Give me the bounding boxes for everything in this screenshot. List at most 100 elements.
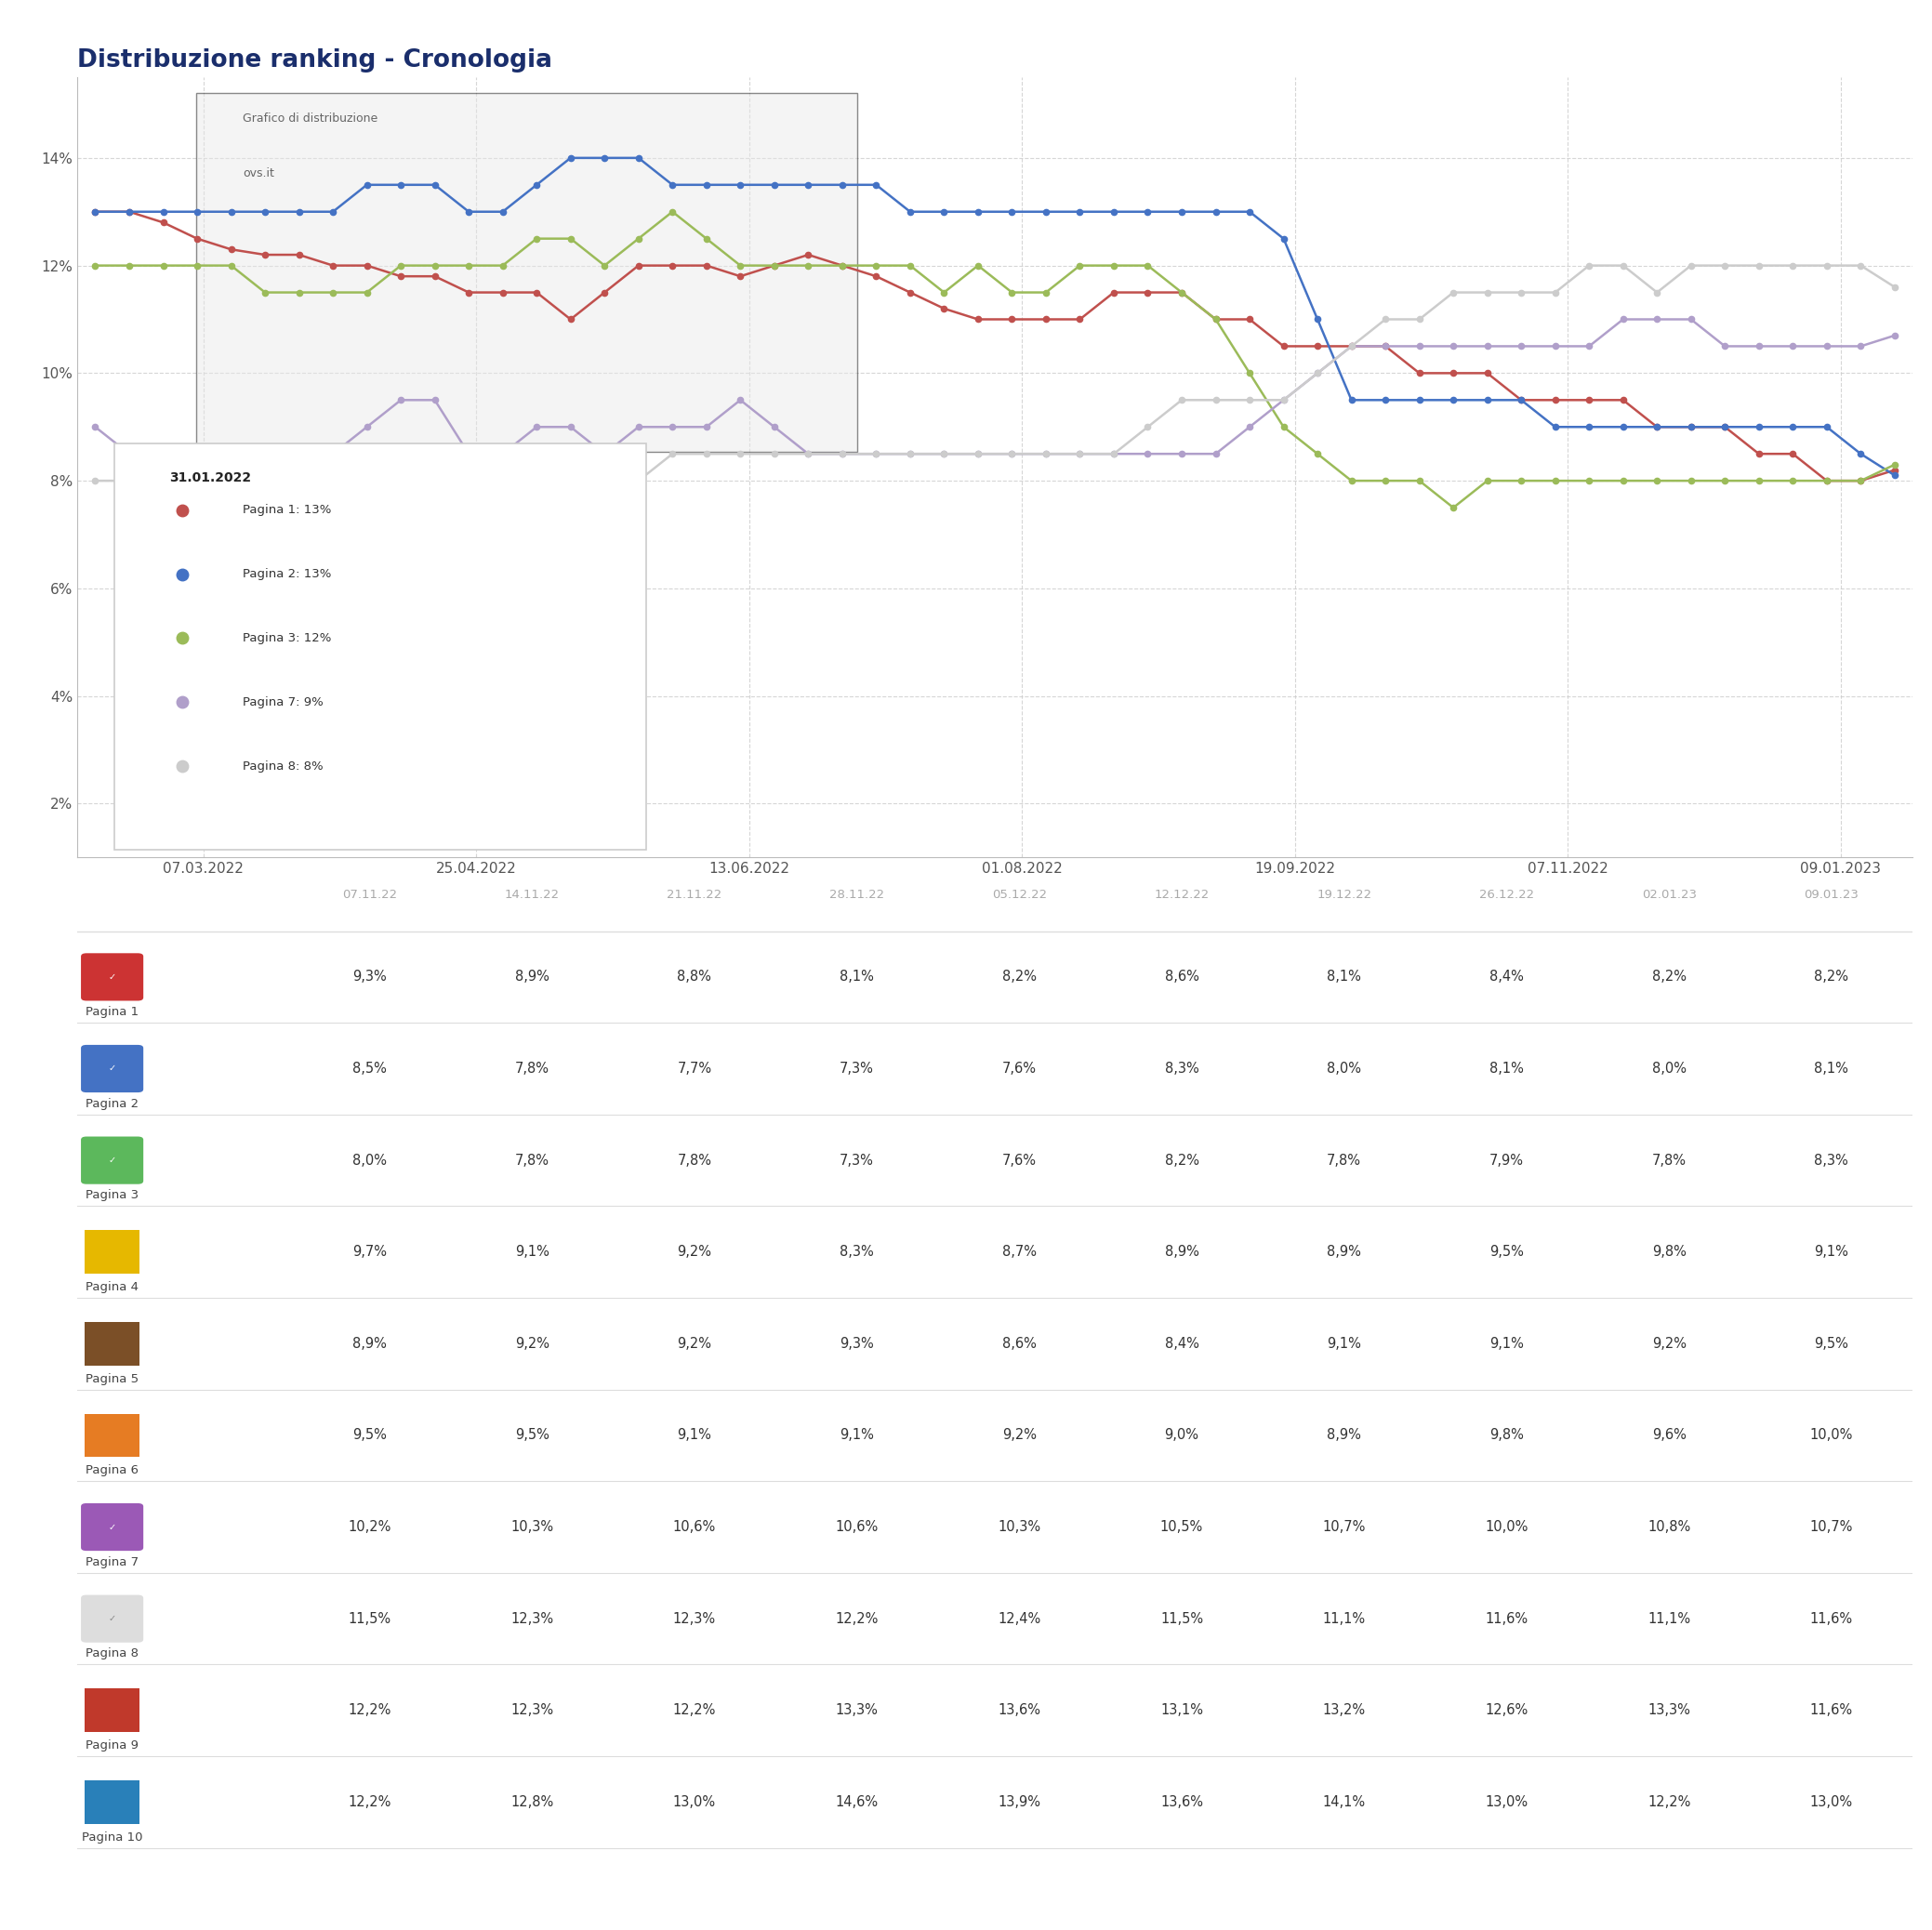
- Text: 13,9%: 13,9%: [999, 1795, 1041, 1808]
- Text: Pagina 6: Pagina 6: [85, 1465, 139, 1476]
- Text: 13,3%: 13,3%: [1648, 1704, 1690, 1718]
- Text: 7,8%: 7,8%: [1327, 1154, 1362, 1168]
- Text: 9,3%: 9,3%: [352, 971, 386, 984]
- Text: 8,9%: 8,9%: [1165, 1245, 1200, 1258]
- Text: 11,6%: 11,6%: [1810, 1612, 1853, 1625]
- Text: 8,9%: 8,9%: [1327, 1428, 1362, 1442]
- Text: 9,2%: 9,2%: [514, 1337, 549, 1351]
- Text: 12,2%: 12,2%: [348, 1704, 390, 1718]
- Text: 13,0%: 13,0%: [672, 1795, 717, 1808]
- FancyBboxPatch shape: [81, 1594, 143, 1642]
- Text: 10,7%: 10,7%: [1810, 1521, 1853, 1534]
- FancyBboxPatch shape: [85, 1689, 139, 1731]
- Text: 12,3%: 12,3%: [672, 1612, 717, 1625]
- Text: 09.01.23: 09.01.23: [1804, 890, 1859, 901]
- Text: 7,3%: 7,3%: [840, 1062, 873, 1075]
- Text: 28.11.22: 28.11.22: [829, 890, 885, 901]
- Text: 8,6%: 8,6%: [1003, 1337, 1036, 1351]
- Text: Pagina 7: Pagina 7: [85, 1556, 139, 1569]
- Text: 9,5%: 9,5%: [514, 1428, 549, 1442]
- Text: 8,0%: 8,0%: [1327, 1062, 1362, 1075]
- Text: Pagina 10: Pagina 10: [81, 1832, 143, 1843]
- Text: 11,5%: 11,5%: [1161, 1612, 1204, 1625]
- Text: 9,8%: 9,8%: [1652, 1245, 1687, 1258]
- Text: 7,6%: 7,6%: [1003, 1062, 1036, 1075]
- FancyBboxPatch shape: [81, 1137, 143, 1185]
- Text: 7,8%: 7,8%: [514, 1154, 549, 1168]
- Text: 8,2%: 8,2%: [1814, 971, 1849, 984]
- Text: 10,7%: 10,7%: [1323, 1521, 1366, 1534]
- Text: Pagina 1: 13%: Pagina 1: 13%: [243, 504, 330, 515]
- Text: Grafico di distribuzione: Grafico di distribuzione: [243, 112, 377, 124]
- Text: 7,3%: 7,3%: [840, 1154, 873, 1168]
- FancyBboxPatch shape: [114, 444, 647, 849]
- Text: 8,4%: 8,4%: [1490, 971, 1524, 984]
- Text: 9,0%: 9,0%: [1165, 1428, 1200, 1442]
- Text: ✓: ✓: [108, 1613, 116, 1623]
- Text: 05.12.22: 05.12.22: [991, 890, 1047, 901]
- Text: Distribuzione ranking - Cronologia: Distribuzione ranking - Cronologia: [77, 48, 553, 73]
- FancyBboxPatch shape: [81, 953, 143, 1002]
- Text: 9,6%: 9,6%: [1652, 1428, 1687, 1442]
- Text: 8,0%: 8,0%: [352, 1154, 386, 1168]
- Text: 11,6%: 11,6%: [1810, 1704, 1853, 1718]
- Text: 8,1%: 8,1%: [840, 971, 873, 984]
- Text: 9,8%: 9,8%: [1490, 1428, 1524, 1442]
- Text: 12,3%: 12,3%: [510, 1612, 553, 1625]
- Text: 11,5%: 11,5%: [348, 1612, 390, 1625]
- FancyBboxPatch shape: [85, 1229, 139, 1274]
- Text: Pagina 3: Pagina 3: [85, 1189, 139, 1202]
- Text: 8,3%: 8,3%: [1165, 1062, 1200, 1075]
- Text: 14,1%: 14,1%: [1323, 1795, 1366, 1808]
- Text: 8,3%: 8,3%: [840, 1245, 873, 1258]
- Text: 9,5%: 9,5%: [1814, 1337, 1849, 1351]
- Text: 12.12.22: 12.12.22: [1153, 890, 1209, 901]
- Text: 8,1%: 8,1%: [1327, 971, 1362, 984]
- Text: ✓: ✓: [108, 1063, 116, 1073]
- Text: 12,2%: 12,2%: [672, 1704, 717, 1718]
- Text: Pagina 5: Pagina 5: [85, 1372, 139, 1386]
- Text: 8,4%: 8,4%: [1165, 1337, 1200, 1351]
- Text: 9,1%: 9,1%: [678, 1428, 711, 1442]
- Text: 9,2%: 9,2%: [678, 1245, 711, 1258]
- FancyBboxPatch shape: [85, 1779, 139, 1824]
- Text: 7,8%: 7,8%: [1652, 1154, 1687, 1168]
- Text: Pagina 3: 12%: Pagina 3: 12%: [243, 633, 330, 645]
- Text: 9,3%: 9,3%: [840, 1337, 873, 1351]
- Text: 8,3%: 8,3%: [1814, 1154, 1849, 1168]
- Text: 31.01.2022: 31.01.2022: [170, 471, 251, 484]
- Text: 14,6%: 14,6%: [835, 1795, 879, 1808]
- Text: 8,7%: 8,7%: [1003, 1245, 1036, 1258]
- Text: 8,9%: 8,9%: [352, 1337, 386, 1351]
- Text: 10,6%: 10,6%: [835, 1521, 879, 1534]
- Text: 9,1%: 9,1%: [1490, 1337, 1524, 1351]
- Text: Pagina 4: Pagina 4: [85, 1282, 139, 1293]
- Text: 10,3%: 10,3%: [510, 1521, 553, 1534]
- Text: 13,6%: 13,6%: [999, 1704, 1041, 1718]
- Text: Pagina 7: 9%: Pagina 7: 9%: [243, 697, 323, 708]
- Text: 12,2%: 12,2%: [348, 1795, 390, 1808]
- Text: 11,1%: 11,1%: [1648, 1612, 1690, 1625]
- Text: 12,6%: 12,6%: [1486, 1704, 1528, 1718]
- Text: ovs.it: ovs.it: [243, 166, 274, 179]
- Text: 13,6%: 13,6%: [1161, 1795, 1204, 1808]
- Text: 8,2%: 8,2%: [1003, 971, 1036, 984]
- Text: 10,8%: 10,8%: [1648, 1521, 1690, 1534]
- Text: 8,5%: 8,5%: [352, 1062, 386, 1075]
- Text: 7,7%: 7,7%: [678, 1062, 711, 1075]
- FancyBboxPatch shape: [197, 93, 858, 452]
- Text: ✓: ✓: [108, 973, 116, 982]
- Text: 8,1%: 8,1%: [1490, 1062, 1524, 1075]
- Text: 14.11.22: 14.11.22: [504, 890, 560, 901]
- Text: 9,7%: 9,7%: [352, 1245, 386, 1258]
- Text: 9,1%: 9,1%: [1814, 1245, 1849, 1258]
- Text: 8,9%: 8,9%: [1327, 1245, 1362, 1258]
- Text: 7,9%: 7,9%: [1490, 1154, 1524, 1168]
- FancyBboxPatch shape: [85, 1322, 139, 1365]
- Text: 7,8%: 7,8%: [678, 1154, 711, 1168]
- Text: 8,8%: 8,8%: [678, 971, 711, 984]
- Text: 10,5%: 10,5%: [1161, 1521, 1204, 1534]
- Text: Pagina 8: 8%: Pagina 8: 8%: [243, 760, 323, 772]
- Text: 9,1%: 9,1%: [1327, 1337, 1362, 1351]
- Text: 9,5%: 9,5%: [1490, 1245, 1524, 1258]
